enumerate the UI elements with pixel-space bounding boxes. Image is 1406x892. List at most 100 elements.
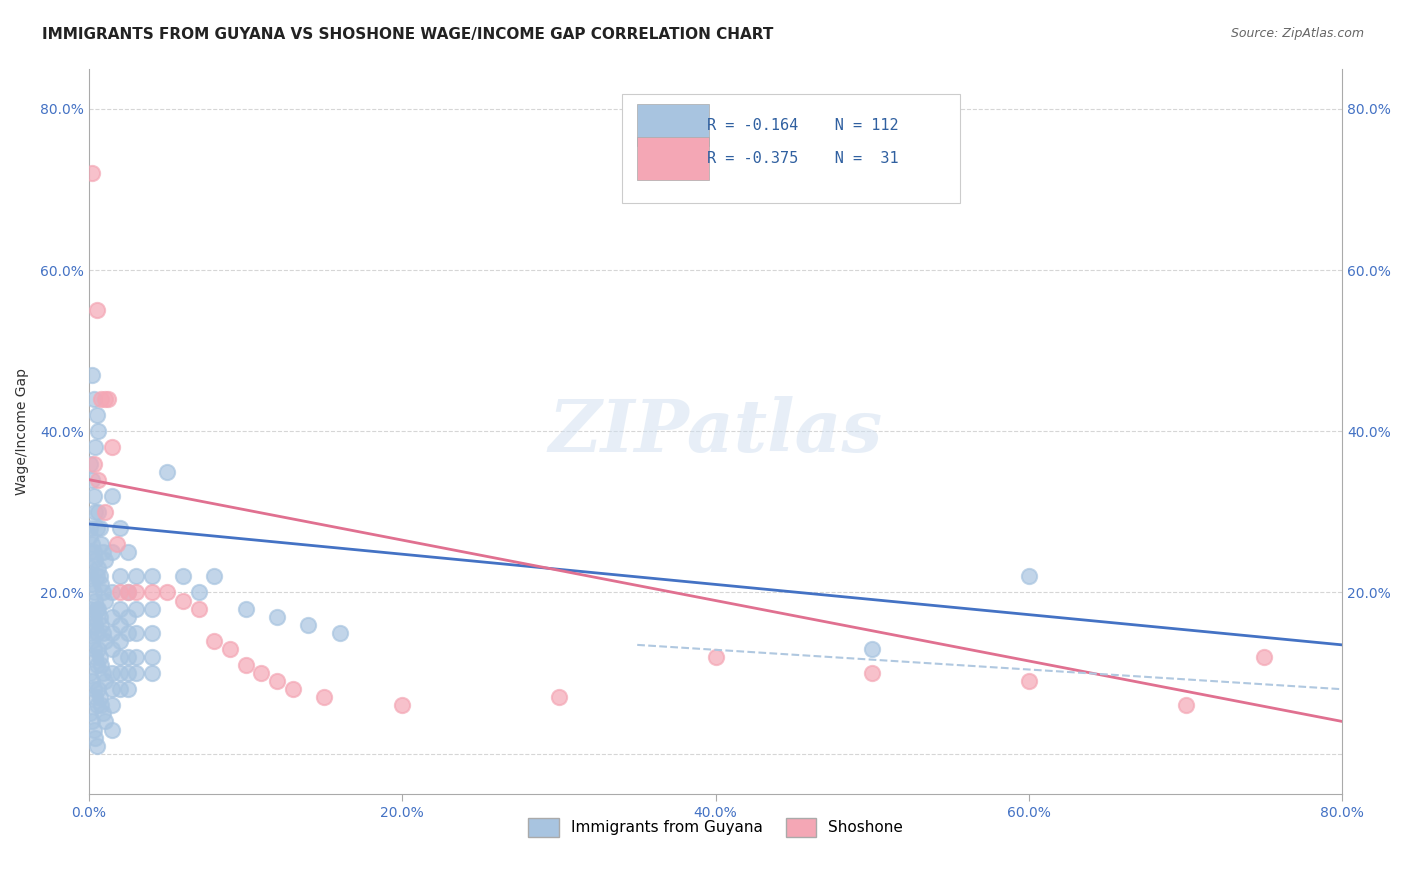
Point	[172, 569, 194, 583]
Point	[89, 569, 111, 583]
Point	[91, 585, 114, 599]
Point	[80, 633, 103, 648]
Legend: Immigrants from Guyana, Shoshone: Immigrants from Guyana, Shoshone	[520, 811, 911, 845]
Point	[93, 714, 115, 729]
Point	[84, 690, 107, 705]
Point	[202, 633, 225, 648]
Point	[235, 601, 257, 615]
Point	[86, 625, 108, 640]
Point	[83, 723, 105, 737]
Point	[83, 457, 105, 471]
Point	[187, 585, 209, 599]
Point	[391, 698, 413, 713]
Point	[108, 633, 131, 648]
Point	[108, 666, 131, 681]
Point	[125, 569, 148, 583]
Point	[101, 666, 124, 681]
Point	[328, 625, 350, 640]
Point	[202, 569, 225, 583]
Point	[117, 585, 139, 599]
Point	[860, 666, 883, 681]
Point	[1018, 569, 1040, 583]
Point	[93, 392, 115, 406]
Point	[79, 457, 101, 471]
Point	[141, 650, 163, 665]
Y-axis label: Wage/Income Gap: Wage/Income Gap	[15, 368, 30, 495]
Point	[108, 601, 131, 615]
Point	[93, 505, 115, 519]
Point	[266, 609, 288, 624]
Point	[125, 601, 148, 615]
Point	[93, 593, 115, 607]
Point	[117, 666, 139, 681]
Point	[86, 658, 108, 673]
Point	[108, 682, 131, 697]
Point	[704, 650, 727, 665]
FancyBboxPatch shape	[637, 104, 709, 146]
Point	[101, 489, 124, 503]
Point	[125, 625, 148, 640]
Point	[172, 593, 194, 607]
Point	[141, 601, 163, 615]
Point	[156, 465, 179, 479]
Text: Source: ZipAtlas.com: Source: ZipAtlas.com	[1230, 27, 1364, 40]
Point	[108, 585, 131, 599]
FancyBboxPatch shape	[637, 137, 709, 179]
Point	[83, 545, 105, 559]
Point	[93, 674, 115, 689]
Point	[79, 625, 101, 640]
Point	[1174, 698, 1197, 713]
Point	[79, 569, 101, 583]
Point	[90, 617, 112, 632]
Point	[86, 521, 108, 535]
Point	[83, 641, 105, 656]
Point	[83, 392, 105, 406]
Point	[89, 650, 111, 665]
Point	[84, 505, 107, 519]
Point	[101, 723, 124, 737]
Point	[91, 545, 114, 559]
Point	[93, 553, 115, 567]
Point	[89, 690, 111, 705]
Point	[91, 666, 114, 681]
Point	[90, 698, 112, 713]
Point	[87, 641, 110, 656]
Point	[87, 682, 110, 697]
Point	[86, 739, 108, 753]
Point	[108, 617, 131, 632]
Point	[87, 473, 110, 487]
Point	[87, 601, 110, 615]
Point	[86, 408, 108, 422]
Point	[84, 650, 107, 665]
Point	[101, 609, 124, 624]
Point	[125, 585, 148, 599]
Point	[117, 545, 139, 559]
Text: R = -0.375    N =  31: R = -0.375 N = 31	[707, 151, 898, 166]
Point	[83, 489, 105, 503]
Point	[141, 569, 163, 583]
Point	[80, 473, 103, 487]
Point	[79, 601, 101, 615]
Point	[83, 682, 105, 697]
Point	[87, 424, 110, 438]
Point	[86, 303, 108, 318]
Point	[86, 569, 108, 583]
Point	[101, 585, 124, 599]
Point	[84, 731, 107, 745]
Point	[79, 561, 101, 575]
Point	[93, 633, 115, 648]
Text: IMMIGRANTS FROM GUYANA VS SHOSHONE WAGE/INCOME GAP CORRELATION CHART: IMMIGRANTS FROM GUYANA VS SHOSHONE WAGE/…	[42, 27, 773, 42]
Point	[91, 706, 114, 721]
Point	[80, 714, 103, 729]
Point	[84, 441, 107, 455]
Point	[218, 641, 240, 656]
Point	[80, 166, 103, 180]
Point	[1253, 650, 1275, 665]
Point	[84, 553, 107, 567]
Point	[860, 641, 883, 656]
Point	[101, 625, 124, 640]
Point	[83, 609, 105, 624]
Point	[297, 617, 319, 632]
Point	[84, 617, 107, 632]
Point	[83, 585, 105, 599]
